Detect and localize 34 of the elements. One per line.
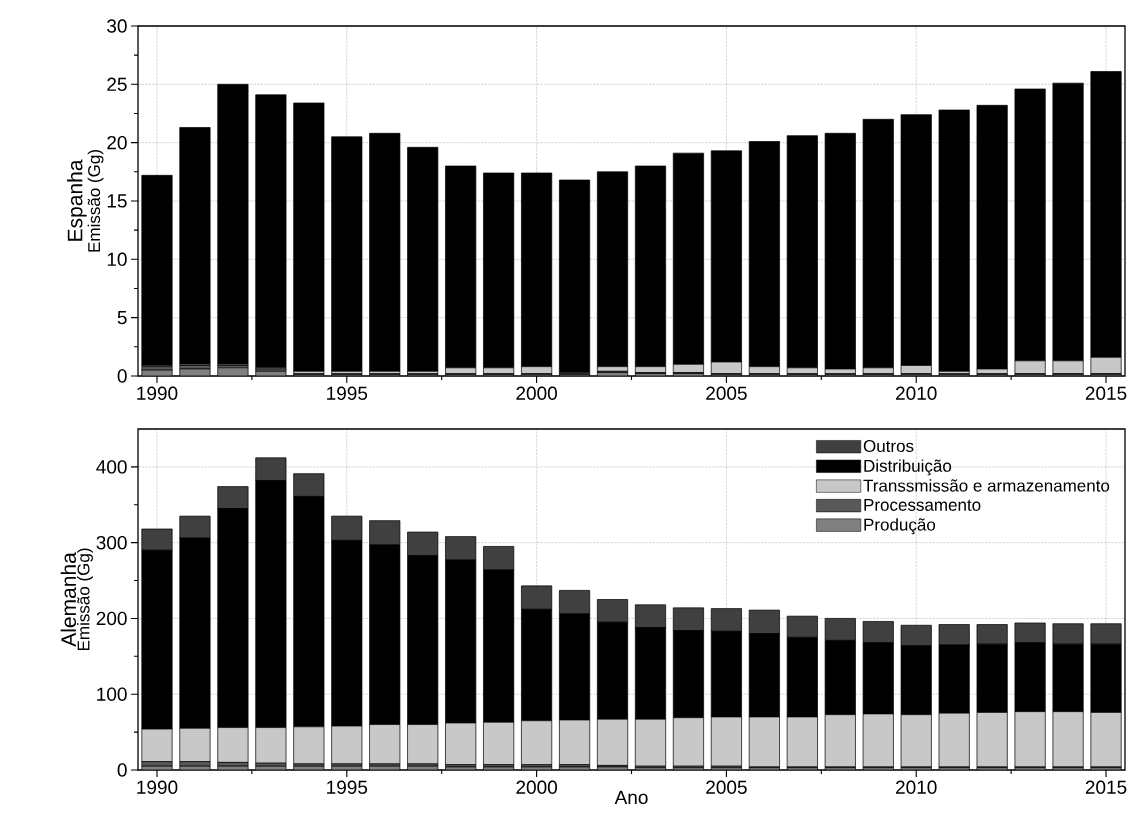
legend-label: Outros bbox=[863, 440, 914, 453]
x-tick-label: 2000 bbox=[516, 386, 557, 400]
y-tick-label: 200 bbox=[96, 611, 127, 626]
y-tick-label: 100 bbox=[97, 687, 127, 701]
y-tick-label: 300 bbox=[96, 535, 127, 550]
y-tick-label: 15 bbox=[107, 194, 127, 208]
x-tick-label: 2005 bbox=[706, 386, 747, 400]
text: Espanha bbox=[67, 159, 87, 241]
x-tick-label: 1990 bbox=[137, 780, 178, 794]
x-axis-title: Ano bbox=[614, 790, 648, 805]
y-tick-label: 30 bbox=[107, 19, 127, 33]
legend-label: Transsmissão e armazenamento bbox=[863, 479, 1110, 492]
x-tick-label: 2005 bbox=[706, 780, 747, 794]
x-tick-label: 1995 bbox=[327, 780, 368, 794]
y-axis-title: Emissão (Gg) bbox=[87, 150, 104, 252]
x-tick-label: 2015 bbox=[1085, 386, 1127, 400]
x-tick-label: 2000 bbox=[516, 780, 557, 794]
text: Alemanha bbox=[60, 552, 77, 647]
x-tick-label: 2010 bbox=[896, 780, 937, 794]
y-tick-label: 20 bbox=[107, 135, 127, 150]
y-axis-title: Emissão (Gg) bbox=[77, 548, 93, 651]
y-tick-label: 400 bbox=[96, 460, 127, 474]
y-tick-label: 25 bbox=[107, 77, 127, 92]
x-tick-label: 2015 bbox=[1085, 780, 1127, 794]
x-tick-label: 1995 bbox=[327, 386, 368, 400]
legend-label: Produção bbox=[864, 518, 936, 535]
y-tick-label: 10 bbox=[107, 252, 127, 267]
legend-label: Distribuição bbox=[864, 459, 952, 476]
y-tick-label: 0 bbox=[117, 369, 127, 383]
y-tick-label: 5 bbox=[117, 311, 127, 325]
x-tick-label: 2010 bbox=[896, 386, 937, 400]
x-tick-label: 1990 bbox=[137, 386, 178, 400]
y-tick-label: 0 bbox=[117, 763, 127, 777]
legend-label: Processamento bbox=[864, 499, 981, 511]
